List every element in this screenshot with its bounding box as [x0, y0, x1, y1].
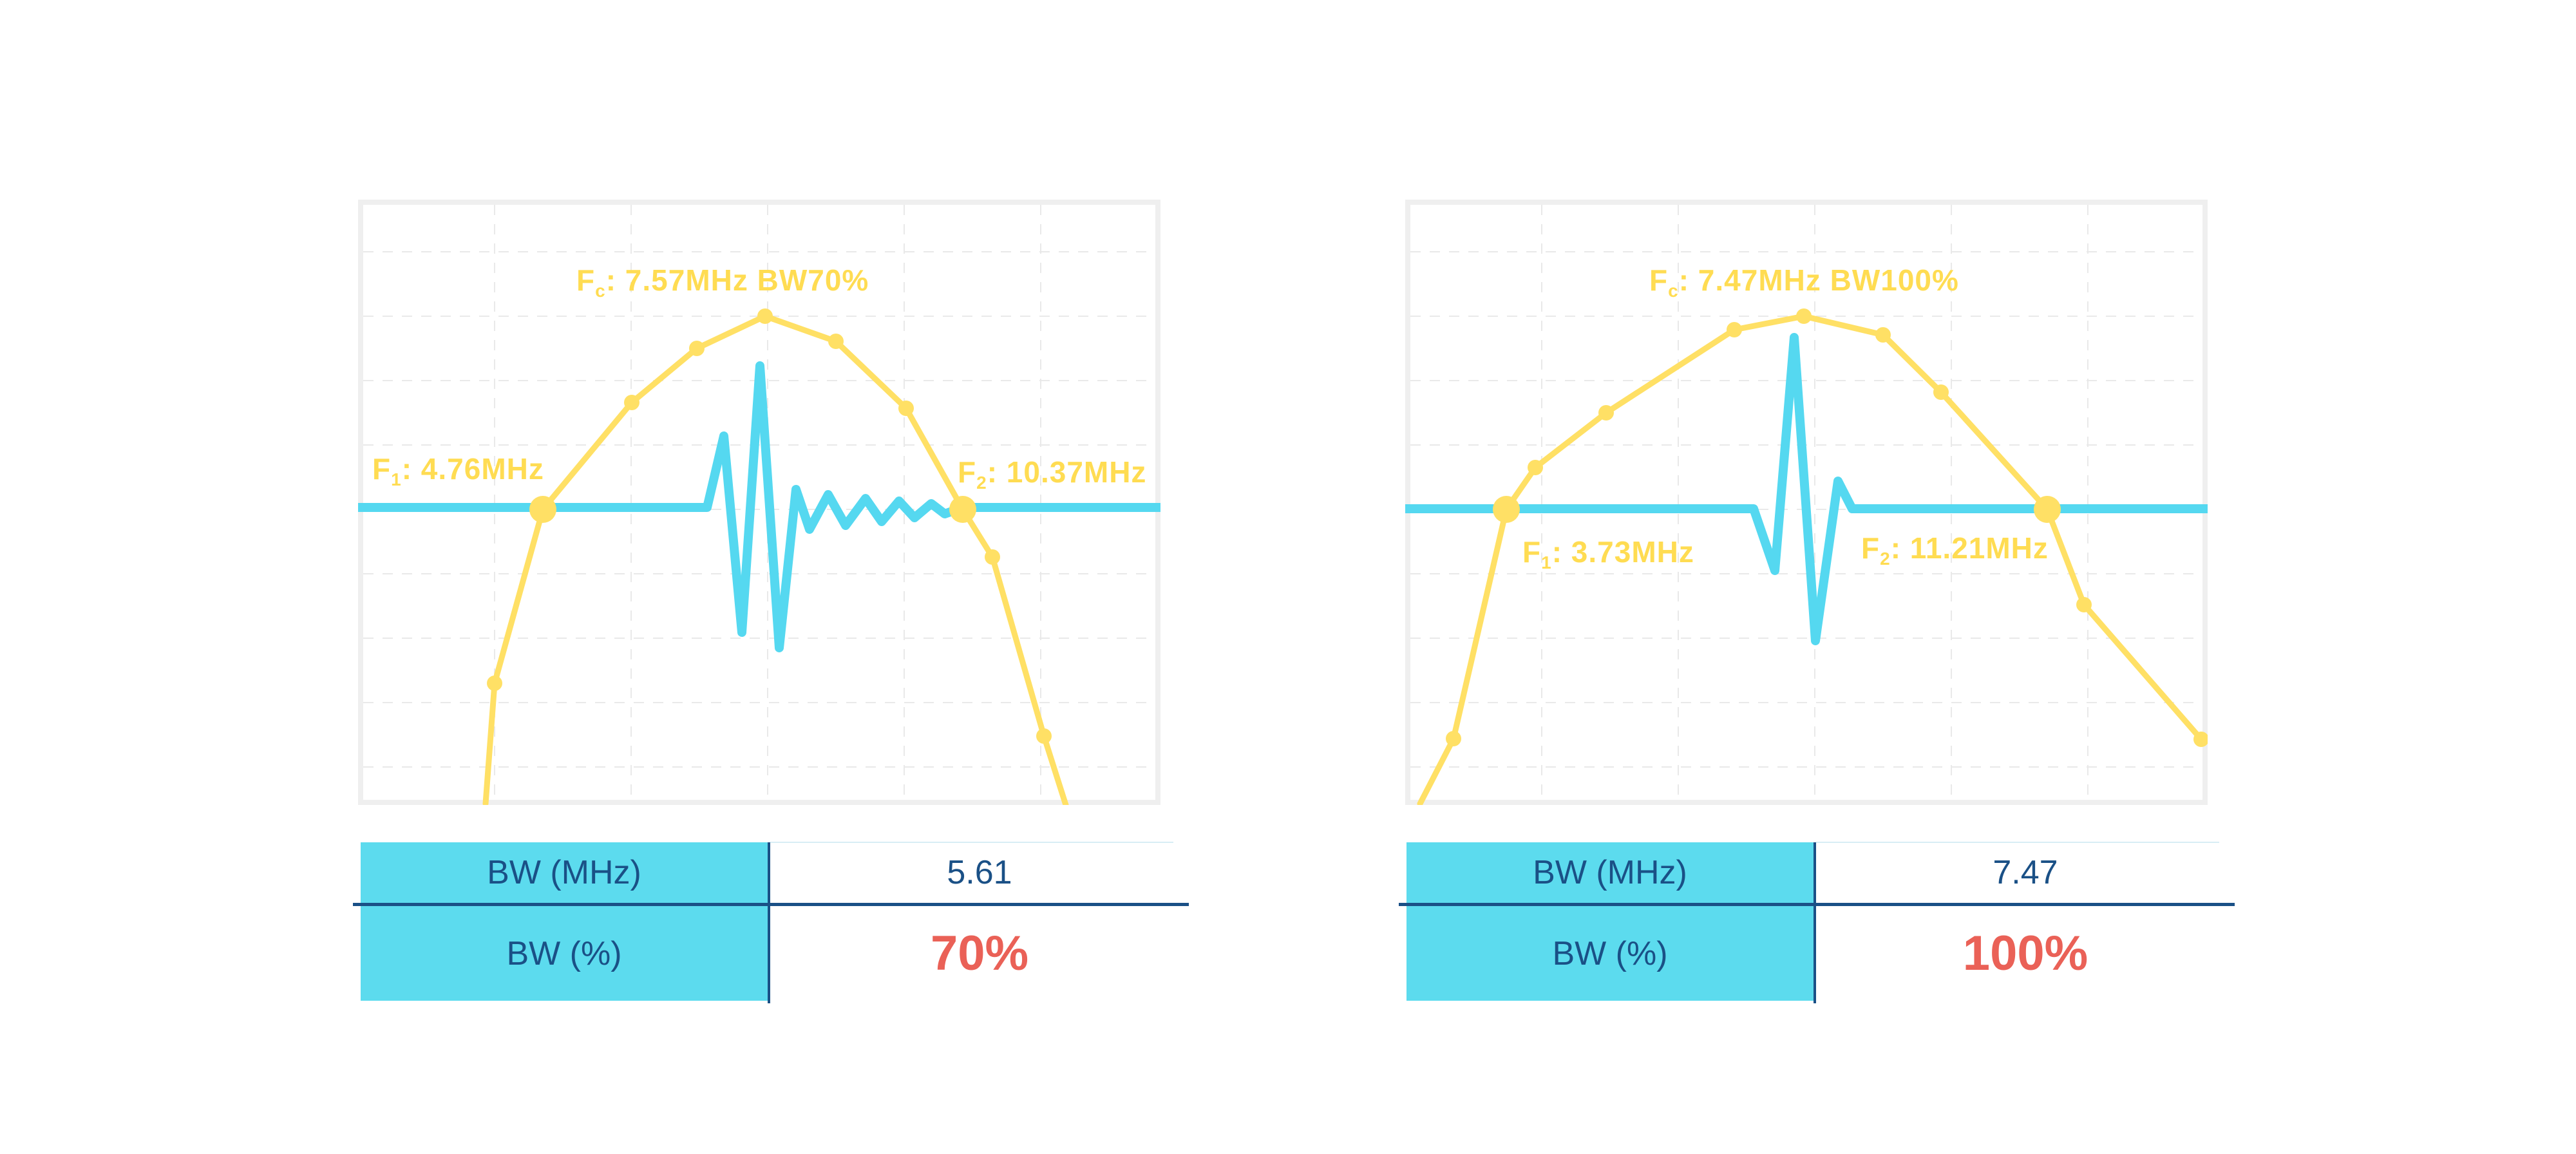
envelope-marker-dot [1875, 327, 1891, 343]
envelope-marker-dot [828, 334, 844, 349]
f2-frequency-label: F2: 10.37MHz [958, 455, 1147, 492]
envelope-marker-dot [1933, 384, 1949, 400]
f1-frequency-label: F1: 3.73MHz [1522, 535, 1694, 573]
spectrum-chart-left: Fc: 7.57MHz BW70% F1: 4.76MHz F2: 10.37M… [358, 200, 1160, 805]
fc-label-sub: c [595, 281, 606, 301]
envelope-marker-dot [898, 401, 914, 416]
fc-label-sub: c [1668, 281, 1679, 301]
center-frequency-label: Fc: 7.57MHz BW70% [576, 263, 869, 300]
envelope-marker-dot [1528, 460, 1543, 475]
table-column-divider [1814, 842, 1816, 1003]
bandwidth-crossing-dot [529, 496, 556, 523]
f1-label-sub: 1 [391, 469, 402, 490]
envelope-marker-dot [1598, 405, 1614, 421]
envelope-marker-dot [2076, 597, 2092, 612]
bandwidth-crossing-dot [949, 496, 976, 523]
table-row-divider [1399, 903, 2235, 906]
bandwidth-crossing-dot [2034, 496, 2061, 523]
table-top-rule [770, 842, 1173, 843]
table-column-divider [768, 842, 770, 1003]
envelope-marker-dot [487, 676, 502, 691]
fc-label-base: F [576, 263, 596, 297]
envelope-marker-dot [1727, 322, 1742, 337]
f1-label-base: F [372, 452, 392, 486]
plot-border [358, 200, 1160, 805]
row-label-bw-mhz: BW (MHz) [1533, 854, 1687, 891]
row-label-bw-pct: BW (%) [506, 934, 622, 972]
value-bw-pct: 100% [1962, 926, 2088, 981]
f2-label-sub: 2 [976, 473, 987, 493]
value-bw-mhz: 5.61 [947, 854, 1012, 891]
envelope-marker-dot [1796, 308, 1812, 324]
envelope-marker-dot [689, 341, 705, 356]
plot-border [1405, 200, 2208, 805]
envelope-marker-dot [2193, 732, 2208, 747]
f2-label-rest: : 10.37MHz [987, 455, 1147, 489]
f1-frequency-label: F1: 4.76MHz [372, 452, 544, 490]
value-bw-pct: 70% [930, 926, 1029, 981]
plot-area [1405, 200, 2208, 805]
fc-label-rest: : 7.57MHz BW70% [605, 263, 869, 297]
spectrum-envelope-line [1417, 313, 2204, 805]
row-label-bw-pct: BW (%) [1552, 934, 1668, 972]
envelope-marker-dot [1036, 728, 1052, 744]
fc-label-rest: : 7.47MHz BW100% [1678, 263, 1959, 297]
f1-label-rest: : 3.73MHz [1551, 535, 1694, 569]
value-bw-mhz: 7.47 [1993, 854, 2058, 891]
f2-label-base: F [958, 455, 977, 489]
envelope-marker-dot [1446, 731, 1461, 746]
f2-label-rest: : 11.21MHz [1890, 531, 2049, 565]
f2-label-base: F [1861, 531, 1880, 565]
plot-area [358, 200, 1160, 805]
row-label-bw-mhz: BW (MHz) [487, 854, 641, 891]
table-header-column [361, 842, 769, 1001]
f1-label-sub: 1 [1541, 553, 1552, 573]
table-top-rule [1816, 842, 2219, 843]
envelope-marker-dot [624, 395, 639, 410]
f2-frequency-label: F2: 11.21MHz [1861, 531, 2049, 568]
bandwidth-crossing-dot [1493, 496, 1520, 523]
f2-label-sub: 2 [1880, 549, 1891, 569]
f1-label-base: F [1522, 535, 1542, 569]
spectrum-envelope-line [482, 313, 1069, 805]
spectrum-chart-right: Fc: 7.47MHz BW100% F1: 3.73MHz F2: 11.21… [1405, 200, 2208, 805]
table-row-divider [353, 903, 1189, 906]
pulse-echo-line [358, 361, 1160, 652]
f1-label-rest: : 4.76MHz [401, 452, 544, 486]
center-frequency-label: Fc: 7.47MHz BW100% [1649, 263, 1959, 300]
envelope-marker-dot [757, 308, 773, 324]
fc-label-base: F [1649, 263, 1669, 297]
pulse-echo-line [1405, 333, 2208, 645]
table-header-column [1406, 842, 1815, 1001]
envelope-marker-dot [985, 549, 1000, 565]
